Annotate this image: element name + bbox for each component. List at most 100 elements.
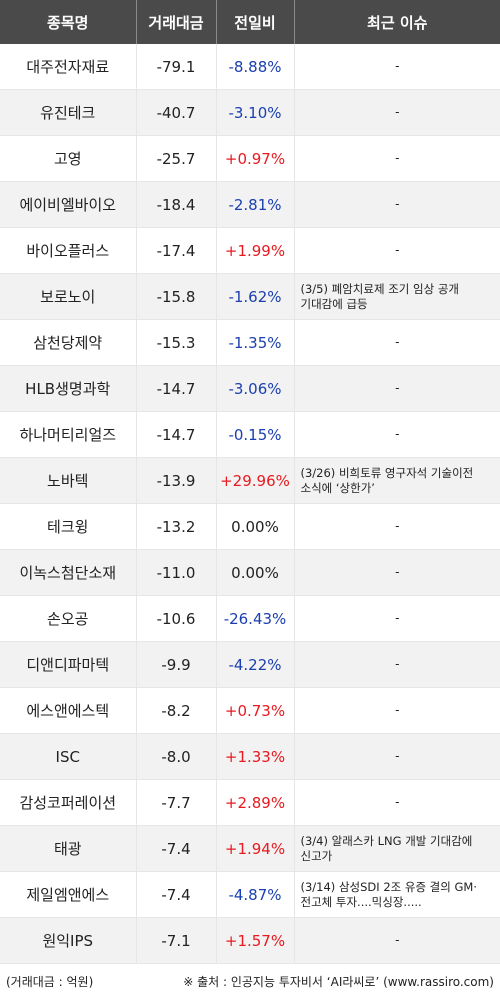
trade-volume: -13.9 (136, 457, 217, 504)
recent-issue: - (294, 89, 500, 136)
table-row[interactable]: 제일엠앤에스 -7.4 -4.87% (3/14) 삼성SDI 2조 유증 결의 GM… (0, 871, 500, 918)
table-row[interactable]: 고영 -25.7 +0.97% - (0, 135, 500, 182)
recent-issue: - (294, 733, 500, 780)
stock-name[interactable]: 태광 (0, 825, 137, 872)
recent-issue: - (294, 135, 500, 182)
stock-name[interactable]: 테크윙 (0, 503, 137, 550)
stock-name[interactable]: 에스앤에스텍 (0, 687, 137, 734)
recent-issue: - (294, 595, 500, 642)
table-row[interactable]: 에이비엘바이오 -18.4 -2.81% - (0, 181, 500, 228)
header-issue: 최근 이슈 (294, 0, 500, 44)
price-change: +1.33% (216, 733, 295, 780)
table-row[interactable]: 대주전자재료 -79.1 -8.88% - (0, 44, 500, 90)
trade-volume: -7.4 (136, 871, 217, 918)
trade-volume: -8.2 (136, 687, 217, 734)
stock-name[interactable]: 이녹스첨단소재 (0, 549, 137, 596)
trade-volume: -25.7 (136, 135, 217, 182)
stock-table: 종목명 거래대금 전일비 최근 이슈 대주전자재료 -79.1 -8.88% - 유진테… (0, 0, 500, 964)
price-change: 0.00% (216, 549, 295, 596)
stock-name[interactable]: 감성코퍼레이션 (0, 779, 137, 826)
table-row[interactable]: ISC -8.0 +1.33% - (0, 733, 500, 780)
recent-issue: - (294, 319, 500, 366)
recent-issue-text: - (395, 427, 400, 441)
recent-issue: (3/26) 비희토류 영구자석 기술이전 소식에 ‘상한가’ (294, 457, 500, 504)
recent-issue: - (294, 917, 500, 964)
stock-name[interactable]: 손오공 (0, 595, 137, 642)
trade-volume: -15.8 (136, 273, 217, 320)
table-row[interactable]: 테크윙 -13.2 0.00% - (0, 503, 500, 550)
table-row[interactable]: 원익IPS -7.1 +1.57% - (0, 917, 500, 964)
stock-name[interactable]: 원익IPS (0, 917, 137, 964)
trade-volume: -13.2 (136, 503, 217, 550)
trade-volume: -15.3 (136, 319, 217, 366)
table-row[interactable]: HLB생명과학 -14.7 -3.06% - (0, 365, 500, 412)
recent-issue: - (294, 365, 500, 412)
table-row[interactable]: 삼천당제약 -15.3 -1.35% - (0, 319, 500, 366)
table-body: 대주전자재료 -79.1 -8.88% - 유진테크 -40.7 -3.10% - 고영 -25.… (0, 44, 500, 964)
table-row[interactable]: 노바텍 -13.9 +29.96% (3/26) 비희토류 영구자석 기술이전 소식에… (0, 457, 500, 504)
stock-name[interactable]: 제일엠앤에스 (0, 871, 137, 918)
stock-name[interactable]: 보로노이 (0, 273, 137, 320)
table-header: 종목명 거래대금 전일비 최근 이슈 (0, 0, 500, 44)
price-change: -1.62% (216, 273, 295, 320)
stock-name[interactable]: ISC (0, 733, 137, 780)
stock-name[interactable]: 고영 (0, 135, 137, 182)
unit-note: (거래대금 : 억원) (6, 974, 94, 989)
recent-issue-text: (3/5) 폐암치료제 조기 임상 공개 기대감에 급등 (300, 281, 459, 311)
stock-name[interactable]: 유진테크 (0, 89, 137, 136)
trade-volume: -7.7 (136, 779, 217, 826)
recent-issue-text: - (395, 105, 400, 119)
table-row[interactable]: 에스앤에스텍 -8.2 +0.73% - (0, 687, 500, 734)
table-row[interactable]: 바이오플러스 -17.4 +1.99% - (0, 227, 500, 274)
recent-issue-text: - (395, 381, 400, 395)
recent-issue-text: - (395, 795, 400, 809)
trade-volume: -9.9 (136, 641, 217, 688)
table-row[interactable]: 디앤디파마텍 -9.9 -4.22% - (0, 641, 500, 688)
recent-issue-text: (3/14) 삼성SDI 2조 유증 결의 GM·전고체 투자....믹싱장..… (300, 879, 478, 909)
recent-issue-text: - (395, 197, 400, 211)
trade-volume: -8.0 (136, 733, 217, 780)
recent-issue-text: - (395, 151, 400, 165)
price-change: +1.99% (216, 227, 295, 274)
trade-volume: -17.4 (136, 227, 217, 274)
recent-issue-text: - (395, 519, 400, 533)
price-change: +0.73% (216, 687, 295, 734)
table-row[interactable]: 이녹스첨단소재 -11.0 0.00% - (0, 549, 500, 596)
price-change: -4.22% (216, 641, 295, 688)
table-row[interactable]: 손오공 -10.6 -26.43% - (0, 595, 500, 642)
price-change: +1.94% (216, 825, 295, 872)
table-row[interactable]: 보로노이 -15.8 -1.62% (3/5) 폐암치료제 조기 임상 공개 기대감에… (0, 273, 500, 320)
stock-name[interactable]: 대주전자재료 (0, 44, 137, 90)
recent-issue-text: - (395, 749, 400, 763)
header-change: 전일비 (216, 0, 295, 44)
stock-name[interactable]: 노바텍 (0, 457, 137, 504)
trade-volume: -14.7 (136, 411, 217, 458)
recent-issue: - (294, 227, 500, 274)
header-row: 종목명 거래대금 전일비 최근 이슈 (0, 0, 500, 44)
stock-name[interactable]: 디앤디파마텍 (0, 641, 137, 688)
stock-name[interactable]: 바이오플러스 (0, 227, 137, 274)
stock-name[interactable]: 에이비엘바이오 (0, 181, 137, 228)
stock-name[interactable]: 하나머티리얼즈 (0, 411, 137, 458)
table-row[interactable]: 감성코퍼레이션 -7.7 +2.89% - (0, 779, 500, 826)
stock-name[interactable]: HLB생명과학 (0, 365, 137, 412)
table-row[interactable]: 태광 -7.4 +1.94% (3/4) 알래스카 LNG 개발 기대감에 신고가 (0, 825, 500, 872)
recent-issue-text: - (395, 565, 400, 579)
price-change: +2.89% (216, 779, 295, 826)
price-change: -1.35% (216, 319, 295, 366)
recent-issue: - (294, 641, 500, 688)
recent-issue: (3/14) 삼성SDI 2조 유증 결의 GM·전고체 투자....믹싱장..… (294, 871, 500, 918)
header-volume: 거래대금 (136, 0, 217, 44)
trade-volume: -14.7 (136, 365, 217, 412)
price-change: +29.96% (216, 457, 295, 504)
trade-volume: -79.1 (136, 44, 217, 90)
recent-issue: - (294, 503, 500, 550)
table-row[interactable]: 유진테크 -40.7 -3.10% - (0, 89, 500, 136)
recent-issue-text: - (395, 657, 400, 671)
stock-name[interactable]: 삼천당제약 (0, 319, 137, 366)
recent-issue-text: (3/4) 알래스카 LNG 개발 기대감에 신고가 (300, 833, 473, 863)
recent-issue-text: - (395, 703, 400, 717)
table-row[interactable]: 하나머티리얼즈 -14.7 -0.15% - (0, 411, 500, 458)
table-footer: (거래대금 : 억원) ※ 출처 : 인공지능 투자비서 ‘AI라씨로’ (ww… (0, 964, 500, 998)
recent-issue: - (294, 687, 500, 734)
